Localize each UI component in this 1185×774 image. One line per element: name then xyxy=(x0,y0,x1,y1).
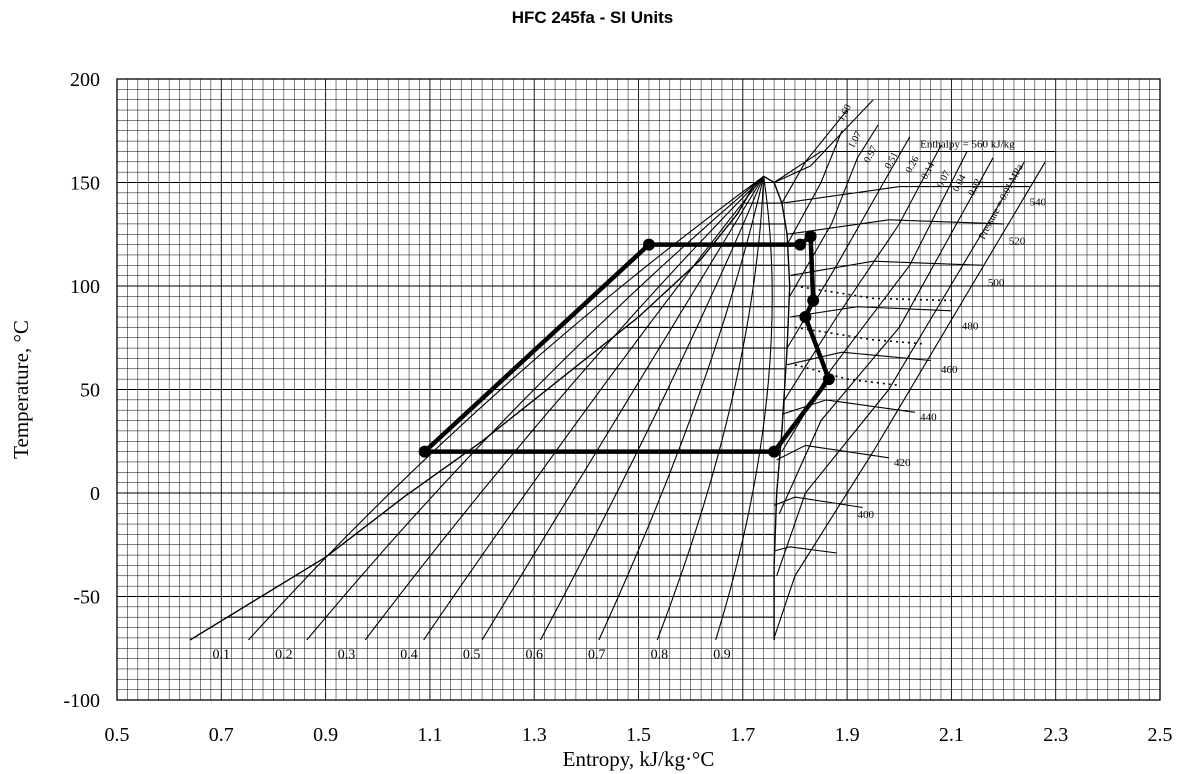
enthalpy-label: 400 xyxy=(858,509,875,521)
x-tick-labels: 0.5 0.7 0.9 1.1 1.3 1.5 1.7 1.9 2.1 2.3 2.5 xyxy=(105,724,1173,746)
enthalpy-line xyxy=(781,186,1030,204)
y-tick-label: 150 xyxy=(70,173,100,195)
enthalpy-label: 480 xyxy=(962,320,979,332)
pressure-line xyxy=(776,161,1025,576)
quality-line xyxy=(248,175,764,641)
y-tick-label: 100 xyxy=(70,276,100,298)
quality-line xyxy=(656,176,765,641)
enthalpy-line xyxy=(773,496,863,509)
plot-frame xyxy=(116,78,1161,701)
pressure-line xyxy=(778,157,994,514)
y-tick-label: 50 xyxy=(80,380,100,402)
pressure-line xyxy=(773,99,874,184)
property-isolines xyxy=(227,99,1056,641)
saturated-vapor-line xyxy=(763,175,791,640)
dotted-line xyxy=(794,285,952,302)
cycle-point xyxy=(642,238,655,251)
y-tick-label: -100 xyxy=(63,690,100,712)
enthalpy-label: 500 xyxy=(988,277,1005,289)
chart-title: HFC 245fa - SI Units xyxy=(511,8,674,27)
x-tick-label: 2.5 xyxy=(1148,724,1173,746)
x-tick-label: 1.7 xyxy=(730,724,755,746)
enthalpy-line xyxy=(773,150,1056,183)
dotted-line xyxy=(794,326,926,345)
enthalpy-label: 460 xyxy=(941,364,958,376)
x-tick-label: 1.1 xyxy=(417,724,442,746)
quality-label: 0.9 xyxy=(713,648,731,663)
quality-label: 0.2 xyxy=(275,648,293,663)
cycle-point xyxy=(799,311,812,324)
quality-label: 0.4 xyxy=(400,648,418,663)
y-tick-label: -50 xyxy=(73,587,100,609)
pressure-label: 0.14 xyxy=(919,161,937,182)
y-tick-label: 0 xyxy=(90,483,100,505)
x-tick-label: 0.7 xyxy=(209,724,234,746)
x-tick-label: 2.1 xyxy=(939,724,964,746)
x-tick-label: 2.3 xyxy=(1043,724,1068,746)
x-tick-label: 1.3 xyxy=(522,724,547,746)
pressure-label: 0.51 xyxy=(883,150,901,171)
enthalpy-line xyxy=(781,399,915,415)
cycle-point xyxy=(768,445,781,458)
pressure-label: 0.02 xyxy=(966,177,984,198)
quality-line xyxy=(715,176,773,641)
enthalpy-label: 440 xyxy=(920,412,937,424)
x-tick-label: 0.9 xyxy=(313,724,338,746)
enthalpy-line xyxy=(789,260,983,277)
enthalpy-label: 540 xyxy=(1030,196,1047,208)
quality-line xyxy=(364,175,765,641)
y-tick-label: 200 xyxy=(70,69,100,91)
enthalpy-label: 520 xyxy=(1009,236,1026,248)
x-axis-label: Entropy, kJ/kg·°C xyxy=(563,747,715,771)
x-tick-label: 1.5 xyxy=(626,724,651,746)
pressure-line xyxy=(773,161,1046,639)
pressure-line xyxy=(781,109,848,204)
cycle-point xyxy=(794,238,807,251)
y-axis-label: Temperature, °C xyxy=(9,320,33,459)
enthalpy-line xyxy=(786,351,931,366)
quality-line xyxy=(306,175,765,641)
enthalpy-label: 420 xyxy=(894,457,911,469)
x-tick-label: 0.5 xyxy=(105,724,130,746)
quality-label: 0.5 xyxy=(463,648,481,663)
cycle-point xyxy=(804,230,817,243)
cycle-line xyxy=(422,234,832,454)
cycle-point xyxy=(807,294,820,307)
quality-label: 0.1 xyxy=(213,648,231,663)
x-tick-label: 1.9 xyxy=(835,724,860,746)
pressure-label: 1.07 xyxy=(846,130,864,151)
quality-label: 0.7 xyxy=(588,648,606,663)
quality-label: 0.3 xyxy=(338,648,356,663)
quality-line xyxy=(539,176,765,641)
enthalpy-label: Enthalpy = 560 kJ/kg xyxy=(920,138,1015,150)
quality-label: 0.6 xyxy=(525,648,543,663)
quality-line xyxy=(481,176,765,641)
dotted-line xyxy=(794,363,900,387)
pressure-line xyxy=(786,130,843,245)
quality-label: 0.8 xyxy=(651,648,669,663)
enthalpy-line xyxy=(776,444,889,461)
pressure-line xyxy=(784,144,942,401)
cycle-path xyxy=(418,230,835,458)
y-tick-labels: -100 -50 0 50 100 150 200 xyxy=(63,69,100,712)
enthalpy-line xyxy=(773,546,837,554)
cycle-point xyxy=(418,445,431,458)
saturated-liquid-line xyxy=(189,175,765,641)
quality-line xyxy=(423,175,765,641)
cycle-point xyxy=(822,373,835,386)
saturation-dome xyxy=(189,175,791,641)
pressure-label: 0.04 xyxy=(951,173,969,194)
enthalpy-line xyxy=(789,306,952,318)
quality-line xyxy=(598,176,765,641)
enthalpy-line xyxy=(787,219,1004,235)
